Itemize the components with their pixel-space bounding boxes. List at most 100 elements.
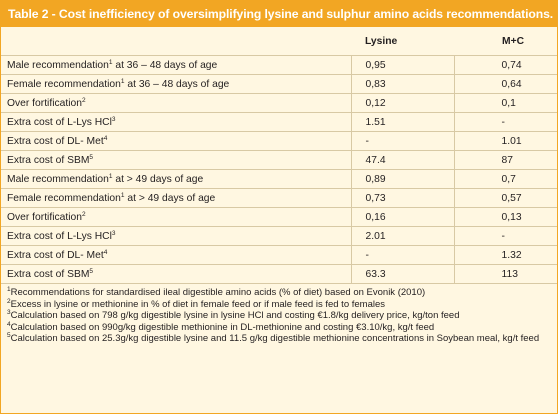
footnote-marker: 2 [81, 210, 86, 218]
row-label: Male recommendation1 at 36 – 48 days of … [1, 55, 352, 75]
footnote-marker: 2 [81, 96, 86, 104]
lysine-value: - [351, 245, 455, 265]
footnote: 1Recommendations for standardised ileal … [7, 286, 551, 299]
row-label-text: Female recommendation [7, 192, 121, 204]
footnote-marker: 1 [120, 77, 125, 85]
footnote-number: 2 [7, 297, 11, 305]
row-label-text: Extra cost of SBM [7, 268, 90, 280]
lysine-value: 47.4 [351, 150, 455, 170]
table-row: Extra cost of L-Lys HCl3 1.51- [1, 112, 557, 132]
row-label: Extra cost of DL- Met4 [1, 245, 352, 265]
row-label-text: Over fortification [7, 97, 82, 109]
footnote: 2Excess in lysine or methionine in % of … [7, 297, 551, 311]
row-label-text: Extra cost of DL- Met [7, 135, 104, 147]
mc-value: 0,57 [454, 188, 557, 208]
row-label: Over fortification2 [1, 93, 352, 113]
footnotes: 1Recommendations for standardised ileal … [1, 284, 557, 345]
footnote-text: Excess in lysine or methionine in % of d… [10, 298, 386, 310]
footnote: 4Calculation based on 990g/kg digestible… [7, 320, 551, 334]
header-lysine: Lysine [351, 27, 454, 56]
mc-value: 1.01 [454, 131, 557, 151]
mc-value: 0,7 [454, 169, 557, 189]
row-label: Female recommendation1 at 36 – 48 days o… [1, 74, 352, 94]
mc-value: 113 [454, 264, 557, 284]
row-label: Extra cost of DL- Met4 [1, 131, 352, 151]
footnote-marker: 3 [111, 115, 116, 123]
lysine-value: 1.51 [351, 112, 455, 132]
footnote-number: 4 [7, 320, 11, 328]
table-row: Extra cost of SBM5 63.3 113 [1, 264, 557, 284]
table-row: Extra cost of SBM5 47.4 87 [1, 150, 557, 170]
lysine-value: - [351, 131, 455, 151]
footnote-marker: 5 [89, 267, 94, 275]
row-label-text: Female recommendation [7, 78, 121, 90]
table-row: Extra cost of L-Lys HCl3 2.01- [1, 226, 557, 246]
row-label-text: Male recommendation [7, 59, 109, 71]
footnote-text: Recommendations for standardised ileal d… [10, 287, 426, 298]
table-row: Over fortification2 0,12 0,1 [1, 93, 557, 113]
footnote-marker: 5 [89, 153, 94, 161]
header-row: Lysine M+C [1, 27, 557, 56]
footnote: 5Calculation based on 25.3g/kg digestibl… [7, 333, 551, 345]
mc-value: 0,64 [454, 74, 557, 94]
footnote-number: 3 [7, 309, 11, 317]
row-label-suffix: at 36 – 48 days of age [112, 59, 218, 71]
row-label-suffix: at 36 – 48 days of age [124, 78, 230, 90]
mc-value: 1.32 [454, 245, 557, 265]
lysine-value: 0,12 [351, 93, 455, 113]
row-label-text: Over fortification [7, 211, 82, 223]
footnote-text: Calculation based on 798 g/kg digestible… [10, 310, 460, 322]
header-mc: M+C [454, 27, 557, 56]
table-title: Table 2 - Cost inefficiency of oversimpl… [1, 1, 557, 27]
row-label: Extra cost of L-Lys HCl3 [1, 226, 352, 246]
footnote-marker: 1 [108, 172, 113, 180]
row-label-text: Extra cost of SBM [7, 154, 90, 166]
row-label-text: Extra cost of DL- Met [7, 249, 104, 261]
row-label: Extra cost of SBM5 [1, 150, 352, 170]
lysine-value: 0,83 [351, 74, 455, 94]
footnote: 3Calculation based on 798 g/kg digestibl… [7, 309, 551, 322]
mc-value: 87 [454, 150, 557, 170]
table-row: Male recommendation1 at > 49 days of age… [1, 169, 557, 189]
mc-value: - [454, 112, 557, 132]
lysine-value: 2.01 [351, 226, 455, 246]
row-label: Male recommendation1 at > 49 days of age [1, 169, 352, 189]
lysine-value: 0,16 [351, 207, 455, 227]
row-label-text: Extra cost of L-Lys HCl [7, 116, 112, 128]
footnote-number: 1 [7, 286, 11, 293]
mc-value: 0,74 [454, 55, 557, 75]
table-row: Over fortification2 0,16 0,13 [1, 207, 557, 227]
footnote-marker: 3 [111, 229, 116, 237]
footnote-text: Calculation based on 25.3g/kg digestible… [10, 333, 540, 345]
footnote-number: 5 [7, 332, 11, 340]
footnote-marker: 1 [108, 58, 113, 66]
footnote-marker: 4 [103, 248, 108, 256]
row-label: Extra cost of SBM5 [1, 264, 352, 284]
footnote-text: Calculation based on 990g/kg digestible … [10, 321, 435, 333]
row-label: Female recommendation1 at > 49 days of a… [1, 188, 352, 208]
data-table: Lysine M+C Male recommendation1 at 36 – … [1, 27, 557, 284]
table-row: Female recommendation1 at 36 – 48 days o… [1, 74, 557, 94]
table-row: Male recommendation1 at 36 – 48 days of … [1, 55, 557, 75]
row-label: Extra cost of L-Lys HCl3 [1, 112, 352, 132]
row-label-suffix: at > 49 days of age [124, 192, 216, 204]
mc-value: - [454, 226, 557, 246]
footnote-marker: 4 [103, 134, 108, 142]
footnote-marker: 1 [120, 191, 125, 199]
row-label: Over fortification2 [1, 207, 352, 227]
table-row: Extra cost of DL- Met4-1.01 [1, 131, 557, 151]
row-label-suffix: at > 49 days of age [112, 173, 204, 185]
table-body: Male recommendation1 at 36 – 48 days of … [1, 55, 557, 284]
row-label-text: Male recommendation [7, 173, 109, 185]
row-label-text: Extra cost of L-Lys HCl [7, 230, 112, 242]
mc-value: 0,13 [454, 207, 557, 227]
lysine-value: 63.3 [351, 264, 455, 284]
table-row: Extra cost of DL- Met4-1.32 [1, 245, 557, 265]
table-row: Female recommendation1 at > 49 days of a… [1, 188, 557, 208]
lysine-value: 0,89 [351, 169, 455, 189]
lysine-value: 0,73 [351, 188, 455, 208]
lysine-value: 0,95 [351, 55, 455, 75]
mc-value: 0,1 [454, 93, 557, 113]
header-blank [1, 27, 351, 56]
